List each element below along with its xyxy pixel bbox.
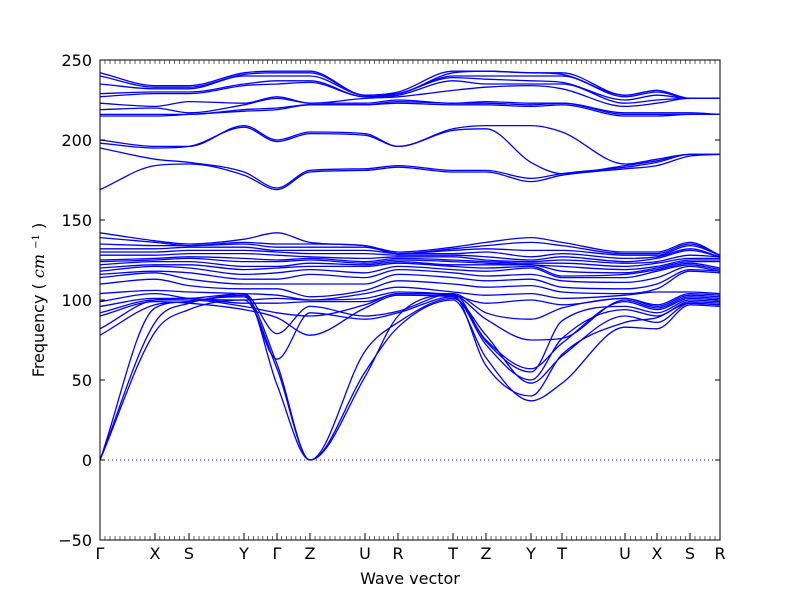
- y-axis-label-paren-open: (: [29, 283, 48, 289]
- y-axis-label-unit-exponent: −1: [31, 234, 42, 249]
- phonon-band-23: [100, 236, 720, 256]
- band-series-layer: [100, 70, 720, 461]
- phonon-band-15: [100, 262, 720, 277]
- phonon-band-13: [100, 265, 720, 284]
- x-tick-label: Z: [305, 544, 316, 563]
- y-tick-label: 50: [72, 371, 92, 390]
- phonon-band-25: [100, 153, 720, 191]
- phonon-band-28: [100, 124, 720, 165]
- y-tick-label: 0: [82, 451, 92, 470]
- phonon-band-4: [100, 294, 720, 381]
- x-tick-label: R: [392, 544, 403, 563]
- y-axis-label-paren-close: ): [29, 223, 48, 229]
- phonon-band-33: [100, 80, 720, 104]
- phonon-band-9: [100, 291, 720, 306]
- phonon-band-32: [100, 84, 720, 108]
- x-tick-label: S: [184, 544, 194, 563]
- x-tick-label: Γ: [273, 544, 282, 563]
- y-tick-layer: −50 0 50 100 150 200 250: [58, 51, 720, 550]
- phonon-band-21: [100, 246, 720, 260]
- phonon-band-30: [100, 100, 720, 116]
- x-tick-label: T: [556, 544, 567, 563]
- phonon-band-10: [100, 286, 720, 301]
- phonon-band-24: [100, 232, 720, 256]
- x-tick-label: Y: [238, 544, 249, 563]
- x-tick-label: T: [447, 544, 458, 563]
- phonon-band-26: [100, 147, 720, 189]
- y-tick-label: 250: [61, 51, 92, 70]
- phonon-band-5: [100, 292, 720, 373]
- x-axis-label: Wave vector: [360, 569, 460, 588]
- y-tick-label: 150: [61, 211, 92, 230]
- x-tick-label: Y: [525, 544, 536, 563]
- x-tick-label: U: [359, 544, 371, 563]
- x-tick-label: Γ: [96, 544, 105, 563]
- y-tick-label: 100: [61, 291, 92, 310]
- x-tick-label: X: [150, 544, 161, 563]
- y-tick-label: 200: [61, 131, 92, 150]
- x-tick-label: Z: [481, 544, 492, 563]
- phonon-band-37: [100, 70, 720, 100]
- y-axis-label: Frequency ( cm −1 ): [29, 223, 48, 377]
- x-tick-label: S: [685, 544, 695, 563]
- phonon-band-12: [100, 268, 720, 290]
- phonon-band-6: [100, 294, 720, 370]
- phonon-band-16: [100, 260, 720, 274]
- phonon-band-2: [100, 299, 720, 461]
- phonon-band-31: [100, 97, 720, 116]
- y-axis-label-unit: cm: [29, 254, 48, 278]
- x-tick-label: R: [714, 544, 725, 563]
- x-tick-label: X: [652, 544, 663, 563]
- phonon-band-19: [100, 252, 720, 264]
- phonon-band-17: [100, 257, 720, 271]
- phonon-band-14: [100, 264, 720, 279]
- x-tick-label: U: [619, 544, 631, 563]
- y-tick-label: −50: [58, 531, 92, 550]
- phonon-band-11: [100, 270, 720, 298]
- phonon-band-20: [100, 249, 720, 263]
- y-axis-label-text: Frequency: [29, 295, 48, 378]
- phonon-band-8: [100, 292, 720, 320]
- phonon-band-18: [100, 256, 720, 268]
- phonon-band-1: [100, 292, 720, 461]
